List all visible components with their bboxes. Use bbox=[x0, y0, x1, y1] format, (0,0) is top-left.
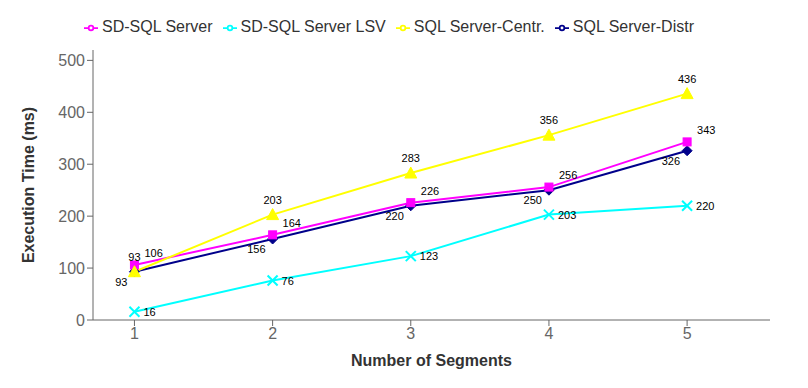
svg-text:3: 3 bbox=[406, 325, 415, 342]
svg-text:203: 203 bbox=[558, 209, 576, 221]
svg-text:123: 123 bbox=[420, 250, 438, 262]
svg-text:436: 436 bbox=[678, 73, 696, 85]
svg-text:343: 343 bbox=[697, 124, 715, 136]
svg-text:300: 300 bbox=[58, 156, 85, 173]
svg-text:1: 1 bbox=[130, 325, 139, 342]
svg-text:0: 0 bbox=[76, 312, 85, 329]
html-text:SD-SQL Server LSV: SD-SQL Server LSV bbox=[240, 18, 386, 35]
svg-text:2: 2 bbox=[268, 325, 277, 342]
svg-text:106: 106 bbox=[144, 247, 162, 259]
html-text:SQL Server-Distr: SQL Server-Distr bbox=[572, 18, 694, 35]
svg-text:156: 156 bbox=[247, 243, 265, 255]
svg-text:5: 5 bbox=[683, 325, 692, 342]
svg-text:164: 164 bbox=[283, 217, 301, 229]
svg-text:220: 220 bbox=[696, 200, 714, 212]
svg-text:500: 500 bbox=[58, 52, 85, 69]
svg-text:Number of Segments: Number of Segments bbox=[351, 352, 512, 369]
html-text:SQL Server-Centr.: SQL Server-Centr. bbox=[413, 18, 545, 35]
svg-text:226: 226 bbox=[421, 185, 439, 197]
svg-text:76: 76 bbox=[282, 275, 294, 287]
svg-text:93: 93 bbox=[115, 276, 127, 288]
svg-text:256: 256 bbox=[559, 169, 577, 181]
svg-text:16: 16 bbox=[143, 306, 155, 318]
html-text:SD-SQL Server: SD-SQL Server bbox=[102, 18, 213, 35]
svg-text:93: 93 bbox=[128, 251, 140, 263]
svg-text:Execution Time (ms): Execution Time (ms) bbox=[20, 107, 37, 263]
svg-text:4: 4 bbox=[544, 325, 553, 342]
svg-text:220: 220 bbox=[385, 210, 403, 222]
svg-text:283: 283 bbox=[402, 152, 420, 164]
svg-text:203: 203 bbox=[263, 194, 281, 206]
svg-text:356: 356 bbox=[540, 114, 558, 126]
svg-text:250: 250 bbox=[524, 194, 542, 206]
svg-text:100: 100 bbox=[58, 260, 85, 277]
svg-text:326: 326 bbox=[662, 155, 680, 167]
svg-text:200: 200 bbox=[58, 208, 85, 225]
svg-text:400: 400 bbox=[58, 104, 85, 121]
